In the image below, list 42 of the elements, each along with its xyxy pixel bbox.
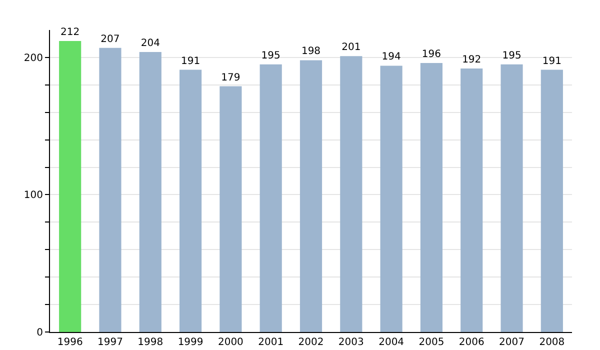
x-tick-label: 1996 bbox=[57, 337, 83, 348]
data-label: 195 bbox=[502, 50, 522, 62]
x-tick-label: 2005 bbox=[418, 337, 444, 348]
bar bbox=[220, 86, 242, 332]
x-tick-label: 2004 bbox=[378, 337, 404, 348]
bar bbox=[139, 52, 162, 332]
y-tick-label: 0 bbox=[36, 328, 43, 338]
data-label: 179 bbox=[221, 72, 240, 84]
data-label: 207 bbox=[100, 34, 120, 45]
data-label: 198 bbox=[301, 46, 321, 58]
bar bbox=[59, 40, 82, 332]
data-label: 191 bbox=[180, 56, 200, 67]
bar bbox=[420, 62, 442, 332]
x-tick-label: 2002 bbox=[298, 337, 324, 348]
y-tick-label: 200 bbox=[24, 52, 43, 64]
data-label: 204 bbox=[140, 38, 160, 49]
x-tick-label: 1997 bbox=[98, 337, 123, 348]
x-tick-label: 2008 bbox=[539, 337, 565, 348]
x-tick-label: 1998 bbox=[138, 337, 164, 348]
data-label: 195 bbox=[261, 50, 280, 62]
bar bbox=[380, 66, 402, 332]
data-label: 192 bbox=[462, 54, 482, 66]
data-label: 196 bbox=[422, 48, 442, 60]
data-label: 201 bbox=[342, 42, 361, 54]
x-tick-label: 2006 bbox=[458, 337, 484, 348]
x-tick-label: 2003 bbox=[338, 337, 364, 348]
bar bbox=[180, 70, 202, 332]
bar bbox=[460, 68, 483, 332]
x-tick-label: 2007 bbox=[499, 337, 524, 348]
x-tick-label: 2001 bbox=[258, 337, 284, 348]
bar bbox=[99, 48, 122, 332]
bar bbox=[500, 64, 523, 332]
x-tick-label: 1999 bbox=[178, 337, 204, 348]
data-label: 191 bbox=[542, 56, 562, 67]
bar bbox=[340, 56, 362, 332]
x-tick-label: 2000 bbox=[218, 337, 244, 348]
y-tick-label: 100 bbox=[24, 190, 43, 202]
data-label: 194 bbox=[382, 52, 401, 63]
bar bbox=[260, 64, 282, 332]
bar bbox=[300, 60, 322, 332]
bar bbox=[540, 70, 563, 332]
data-label: 212 bbox=[60, 26, 80, 38]
